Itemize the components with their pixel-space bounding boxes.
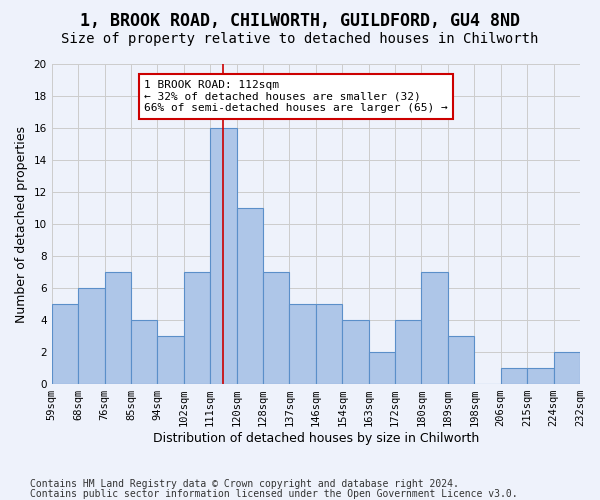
Text: Size of property relative to detached houses in Chilworth: Size of property relative to detached ho… <box>61 32 539 46</box>
Bar <box>289 304 316 384</box>
Bar <box>78 288 104 384</box>
Text: 1, BROOK ROAD, CHILWORTH, GUILDFORD, GU4 8ND: 1, BROOK ROAD, CHILWORTH, GUILDFORD, GU4… <box>80 12 520 30</box>
Bar <box>448 336 475 384</box>
Text: Contains HM Land Registry data © Crown copyright and database right 2024.: Contains HM Land Registry data © Crown c… <box>30 479 459 489</box>
X-axis label: Distribution of detached houses by size in Chilworth: Distribution of detached houses by size … <box>153 432 479 445</box>
Bar <box>104 272 131 384</box>
Bar <box>184 272 210 384</box>
Text: 1 BROOK ROAD: 112sqm
← 32% of detached houses are smaller (32)
66% of semi-detac: 1 BROOK ROAD: 112sqm ← 32% of detached h… <box>144 80 448 113</box>
Bar <box>316 304 342 384</box>
Y-axis label: Number of detached properties: Number of detached properties <box>15 126 28 322</box>
Bar <box>263 272 289 384</box>
Bar <box>527 368 554 384</box>
Bar <box>52 304 78 384</box>
Bar <box>501 368 527 384</box>
Bar <box>236 208 263 384</box>
Bar <box>421 272 448 384</box>
Bar <box>210 128 236 384</box>
Bar <box>554 352 580 384</box>
Text: Contains public sector information licensed under the Open Government Licence v3: Contains public sector information licen… <box>30 489 518 499</box>
Bar <box>368 352 395 384</box>
Bar <box>131 320 157 384</box>
Bar <box>395 320 421 384</box>
Bar <box>157 336 184 384</box>
Bar <box>342 320 368 384</box>
